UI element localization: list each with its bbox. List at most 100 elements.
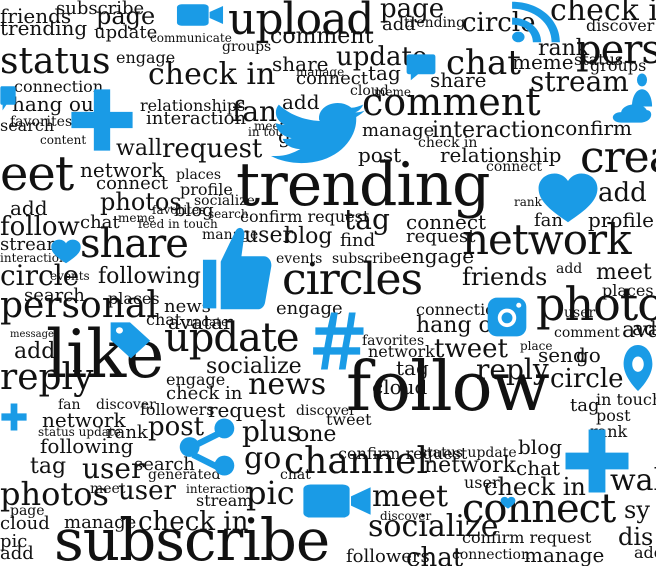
cloud-word: tag	[368, 61, 401, 85]
cloud-word: chat	[146, 310, 182, 329]
cloud-word: connect	[296, 68, 369, 89]
cloud-word: meme	[512, 50, 574, 74]
cloud-word: search	[24, 285, 85, 306]
cloud-word: meet	[372, 479, 449, 514]
cloud-word: fan	[58, 397, 81, 413]
cloud-word: add	[634, 543, 656, 562]
cloud-word: socialize	[368, 509, 499, 544]
cloud-word: user	[564, 305, 596, 321]
cloud-word: fan	[534, 210, 563, 231]
cloud-word: engage	[400, 244, 475, 268]
cloud-word: check in	[148, 57, 276, 92]
cloud-word: tag	[344, 203, 390, 236]
cloud-word: trending	[404, 15, 466, 31]
chat-bubble-icon	[406, 52, 436, 82]
cloud-word: discover	[96, 397, 156, 413]
cloud-word: manage	[296, 65, 345, 79]
heart-icon	[50, 238, 82, 266]
cloud-word: update	[186, 315, 229, 329]
cloud-word: status	[574, 50, 624, 69]
cloud-word: one	[296, 422, 337, 447]
cloud-word: add	[382, 14, 416, 35]
cloud-word: connect	[406, 210, 487, 234]
cloud-word: profile	[588, 208, 654, 232]
map-pin-icon	[620, 344, 656, 392]
cloud-word: relationships	[140, 96, 246, 115]
cloud-word: stream	[530, 65, 629, 98]
cloud-word: news	[164, 296, 211, 317]
cloud-word: status update	[420, 445, 517, 461]
cloud-word: network	[80, 158, 164, 182]
cloud-word: request	[208, 398, 286, 422]
cloud-word: subscribe	[332, 251, 401, 267]
cloud-word: cloud	[0, 513, 50, 534]
cloud-word: fan	[232, 95, 278, 128]
cloud-word: search	[0, 116, 55, 135]
cloud-word: add	[632, 316, 656, 340]
price-tag-icon	[108, 320, 152, 360]
cloud-word: favorites	[362, 333, 425, 349]
cloud-word: ava	[622, 318, 656, 343]
chat-bubble-icon	[0, 84, 16, 112]
cloud-word: go	[244, 441, 282, 476]
cloud-word: reply	[0, 357, 94, 398]
cloud-word: interaction	[146, 108, 247, 129]
cloud-word: engage	[116, 48, 176, 67]
cloud-word: plus	[242, 415, 302, 448]
cloud-word: generated	[148, 467, 221, 483]
cloud-word: share	[272, 52, 329, 76]
cloud-word: update	[164, 315, 300, 361]
cloud-word: request	[162, 134, 263, 164]
cloud-word: places	[176, 167, 222, 183]
cloud-word: find	[340, 230, 376, 251]
cloud-word: check in	[138, 507, 249, 537]
cloud-word: post	[596, 406, 631, 425]
cloud-word: blog	[518, 435, 563, 459]
cloud-word: circles	[282, 254, 423, 305]
cloud-word: meme	[374, 85, 411, 99]
cloud-word: request	[406, 226, 476, 247]
cloud-word: comment	[362, 80, 541, 124]
cloud-word: meet	[90, 481, 126, 497]
cloud-word: tag	[30, 454, 67, 479]
cloud-word: places	[108, 289, 160, 308]
cloud-word: manage	[64, 512, 137, 533]
cloud-word: pic	[0, 531, 28, 552]
cloud-word: stream	[0, 234, 64, 255]
heart-icon	[500, 496, 516, 510]
cloud-word: friends	[462, 263, 548, 291]
cloud-word: friends	[0, 4, 72, 28]
cloud-word: circle	[0, 259, 80, 292]
cloud-word: hang out	[12, 92, 102, 116]
cloud-word: sy	[624, 496, 650, 524]
cloud-word: blog	[174, 200, 214, 221]
cloud-word: discover	[586, 16, 655, 35]
cloud-word: following	[40, 434, 134, 458]
cloud-word: meme	[118, 211, 155, 225]
cloud-word: groups	[222, 39, 272, 55]
cloud-word: news	[248, 367, 327, 402]
cloud-word: engage	[166, 370, 226, 389]
cloud-word: engage	[276, 298, 343, 319]
cloud-word: connection	[14, 77, 104, 96]
cloud-word: content	[40, 133, 87, 147]
cloud-word: tweet	[434, 334, 508, 364]
cloud-word: following	[98, 264, 201, 289]
cloud-word: meet	[596, 260, 652, 285]
cloud-word: network	[368, 342, 435, 361]
cloud-word: user	[244, 223, 293, 248]
cloud-word: post	[358, 143, 402, 167]
cloud-word: check in	[166, 383, 243, 404]
plus-icon	[0, 402, 28, 432]
cloud-word: network	[424, 453, 516, 478]
cloud-word: check in	[484, 473, 586, 501]
cloud-word: page	[380, 0, 445, 24]
cloud-word: subscribe	[56, 0, 145, 19]
cloud-word: photos	[100, 188, 182, 216]
cloud-word: followers	[140, 400, 215, 419]
cloud-word: tag	[570, 395, 600, 416]
cloud-word: chat	[516, 456, 561, 480]
cloud-word: interaction	[0, 251, 67, 265]
cloud-word: search	[208, 207, 249, 221]
cloud-word: wall	[116, 136, 163, 161]
